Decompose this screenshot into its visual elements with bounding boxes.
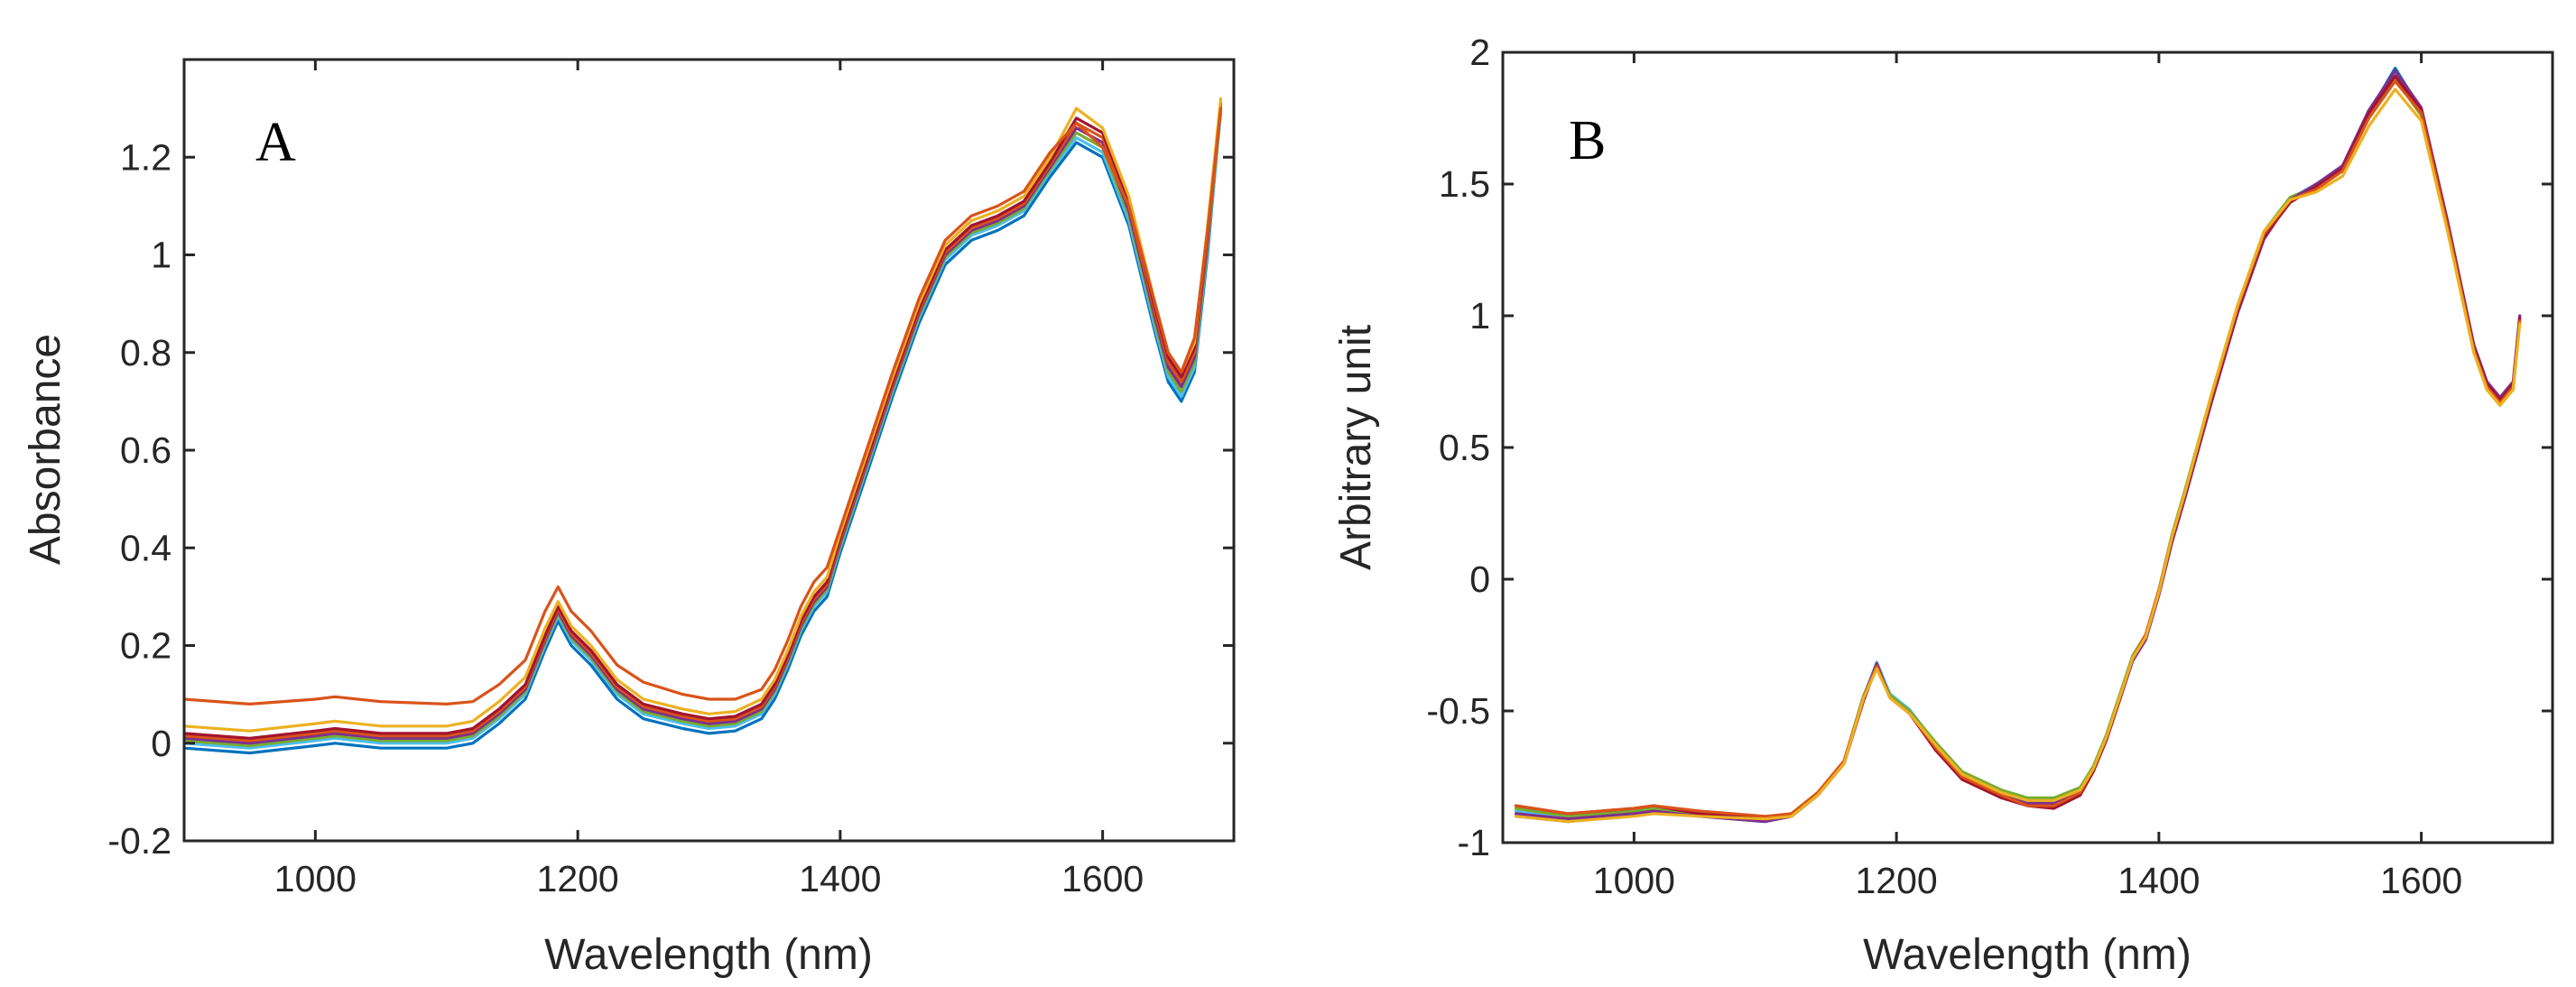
- panel-a-x-tick-label: 1000: [274, 858, 357, 899]
- panel-b-x-tick-label: 1000: [1593, 860, 1675, 901]
- panel-a-y-tick-label: 0: [151, 723, 171, 764]
- panel-b-y-tick-label: 1: [1469, 295, 1490, 337]
- panel-a-x-axis-title: Wavelength (nm): [544, 931, 873, 979]
- panel-a-series-line-5: [182, 106, 1223, 743]
- panel-b-series-group: [1514, 66, 2522, 824]
- panel-a-absorbance-chart: 1000 1200 1400 1600-0.200.20.40.60.811.2 A …: [22, 58, 1236, 979]
- panel-a-y-tick-label: 1: [151, 235, 171, 276]
- panel-b-x-tick-label: 1600: [2380, 860, 2462, 901]
- panel-a-y-axis-title: Absorbance: [22, 334, 69, 565]
- panel-b-ticks: 1000 1200 1400 1600 -1 -0.5 0 0.5 1 1.5 2: [1426, 32, 2553, 901]
- panel-a-letter: A: [255, 112, 296, 173]
- panel-a-y-tick-label: 0.8: [120, 332, 171, 374]
- panel-a-series-line-4: [182, 102, 1223, 745]
- panel-a-y-tick-label: 0.6: [120, 429, 171, 471]
- panel-b-series-line-4: [1514, 69, 2522, 824]
- panel-b-x-axis-title: Wavelength (nm): [1863, 931, 2191, 979]
- panel-a-y-tick-label: 0.2: [120, 625, 171, 667]
- panel-b-y-tick-label: 0.5: [1439, 427, 1490, 468]
- panel-a-series-line-2: [182, 111, 1223, 750]
- panel-b-arbitrary-unit-chart: 1000 1200 1400 1600 -1 -0.5 0 0.5 1 1.5 2 B Wavele…: [1332, 32, 2554, 979]
- panel-a-series-line-3: [182, 106, 1223, 748]
- panel-a-y-tick-label: 1.2: [120, 136, 171, 178]
- panel-a-ticks: 1000 1200 1400 1600 -0.2 0 0.2 0.4 0.6 0.8 1 1.2: [107, 60, 1234, 899]
- panel-a-series-group: [182, 97, 1223, 755]
- panel-a-y-tick-label: 0.4: [120, 527, 171, 568]
- panel-b-series-line-1: [1514, 66, 2522, 824]
- panel-b-y-tick-label: 1.5: [1439, 163, 1490, 205]
- panel-b-y-tick-label: 0: [1469, 558, 1490, 600]
- panel-a-x-tick-label: 1200: [537, 858, 619, 899]
- panel-a-y-tick-label: -0.2: [107, 820, 171, 862]
- panel-b-letter: B: [1569, 110, 1606, 171]
- panel-a-x-tick-label: 1400: [799, 858, 881, 899]
- panel-b-x-tick-label: 1200: [1856, 860, 1938, 901]
- panel-a-series-line-1: [182, 106, 1223, 755]
- panel-a-x-tick-label: 1600: [1061, 858, 1144, 899]
- panel-a-series-line-7: [182, 97, 1223, 733]
- panel-b-series-line-3: [1514, 77, 2522, 821]
- panel-b-series-line-2: [1514, 71, 2522, 822]
- panel-b-plot-frame: [1501, 51, 2554, 844]
- panel-a-series-line-8: [182, 106, 1223, 706]
- panel-b-series-line-5: [1514, 74, 2522, 821]
- panel-b-y-tick-label: -1: [1458, 822, 1490, 863]
- panel-b-y-tick-label: -0.5: [1426, 690, 1490, 732]
- panel-a-series-line-6: [182, 102, 1223, 740]
- panel-b-y-axis-title: Arbitrary unit: [1332, 325, 1380, 570]
- panel-b-y-tick-label: 2: [1469, 32, 1490, 73]
- panel-b-x-tick-label: 1400: [2117, 860, 2200, 901]
- panel-b-series-line-7: [1514, 88, 2522, 824]
- panel-b-series-line-6: [1514, 79, 2522, 818]
